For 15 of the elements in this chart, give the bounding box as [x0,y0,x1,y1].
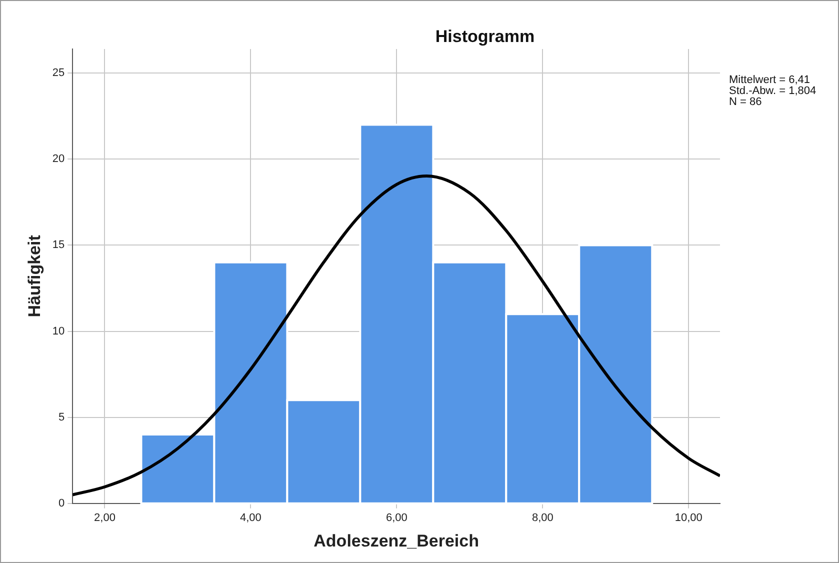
y-tick-label: 20 [52,153,65,166]
y-tick-label: 10 [52,325,65,338]
y-tick-label: 5 [58,411,65,424]
y-axis-title: Häufigkeit [24,234,44,318]
x-tick-label: 6,00 [386,512,408,524]
chart-title: Histogramm [434,27,536,47]
x-tick-label: 8,00 [532,512,554,524]
y-tick-label: 25 [52,67,65,80]
x-tick-label: 2,00 [94,512,116,524]
x-tick-label: 10,00 [674,512,702,524]
y-tick-label: 15 [52,239,65,252]
y-tick-label: 0 [58,497,65,510]
x-axis-title: Adoleszenz_Bereich [314,531,479,550]
x-tick-label: 4,00 [240,512,262,524]
text: Mittelwert = 6,41 Std.-Abw. = 1,804 N = 86 [729,74,816,108]
